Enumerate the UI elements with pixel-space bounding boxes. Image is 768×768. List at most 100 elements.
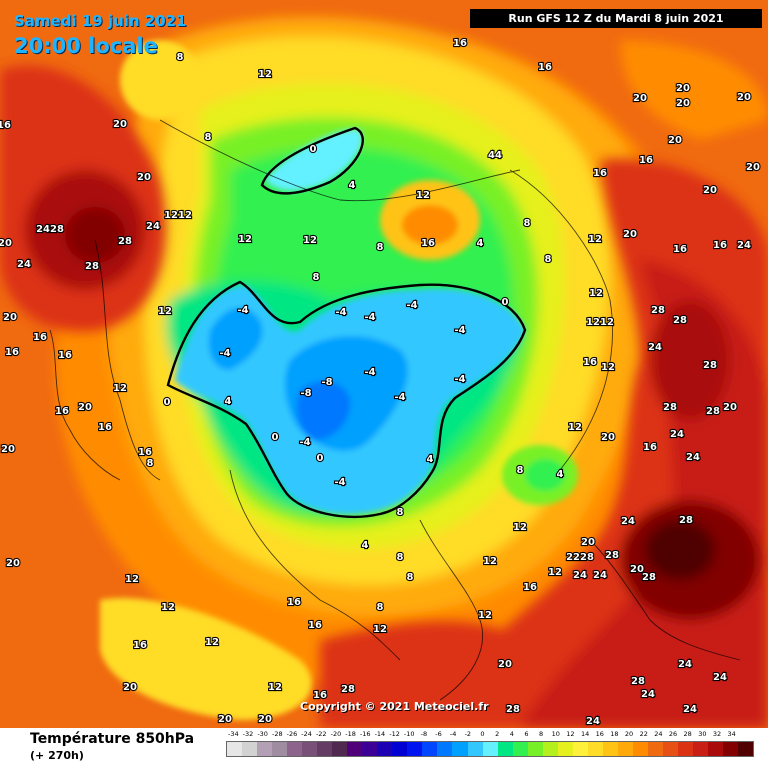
contour-label: 20 [601, 432, 615, 443]
contour-label: 24 [621, 516, 635, 527]
contour-label: 12 [478, 610, 492, 621]
contour-label: 12 [483, 556, 497, 567]
legend-swatch [602, 742, 618, 756]
contour-label: 20 [6, 558, 20, 569]
contour-label: 24 [683, 704, 697, 715]
contour-label: 8 [407, 572, 414, 583]
contour-label: 12 [161, 602, 175, 613]
contour-label: 12 [601, 362, 615, 373]
contour-label: 8 [313, 272, 320, 283]
legend-label: 28 [683, 730, 692, 738]
legend-swatch [407, 742, 423, 756]
contour-label: 12 [238, 234, 252, 245]
legend-swatch [662, 742, 678, 756]
contour-label: -4 [334, 477, 345, 488]
contour-label: 16 [593, 168, 607, 179]
contour-label: -4 [299, 437, 310, 448]
contour-label: 28 [706, 406, 720, 417]
contour-label: 20 [703, 185, 717, 196]
legend-label: -34 [228, 730, 239, 738]
contour-label: 16 [33, 332, 47, 343]
contour-label: 12 [513, 522, 527, 533]
legend-label: 24 [654, 730, 663, 738]
legend-label: 10 [551, 730, 560, 738]
contour-label: -4 [335, 307, 346, 318]
contour-label: 28 [631, 676, 645, 687]
contour-label: 16 [713, 240, 727, 251]
legend-swatch [723, 742, 739, 756]
legend-swatch [317, 742, 333, 756]
contour-label: 28 [85, 261, 99, 272]
contour-label: 8 [524, 218, 531, 229]
contour-label: 20 [218, 714, 232, 725]
contour-label: 20 [498, 659, 512, 670]
contour-label: 12 [158, 306, 172, 317]
legend-label: 22 [639, 730, 648, 738]
legend-swatch [497, 742, 513, 756]
contour-label: 8 [545, 254, 552, 265]
contour-label: 12 [258, 69, 272, 80]
legend-label: 16 [595, 730, 604, 738]
contour-label: 0 [317, 453, 324, 464]
contour-label: 0 [272, 432, 279, 443]
contour-label: 12 [268, 682, 282, 693]
contour-label: 8 [397, 507, 404, 518]
legend-label: 30 [698, 730, 707, 738]
legend-swatch [512, 742, 528, 756]
contour-label: 16 [287, 597, 301, 608]
contour-label: -8 [321, 377, 332, 388]
run-info: Run GFS 12 Z du Mardi 8 juin 2021 [470, 9, 762, 28]
contour-label: 24 [586, 716, 600, 727]
contour-label: -4 [406, 300, 417, 311]
contour-label: 44 [488, 150, 502, 161]
legend-swatch [362, 742, 378, 756]
legend-label: -26 [286, 730, 298, 738]
contour-label: 24 [641, 689, 655, 700]
contour-label: 4 [225, 396, 232, 407]
contour-label: 16 [639, 155, 653, 166]
contour-label: 24 [713, 672, 727, 683]
contour-label: 2228 [566, 552, 594, 563]
contour-label: 12 [205, 637, 219, 648]
legend-swatches [226, 741, 754, 757]
legend-swatch [587, 742, 603, 756]
contour-label: -4 [364, 367, 375, 378]
legend-swatch [527, 742, 543, 756]
contour-label: 1212 [586, 317, 614, 328]
contour-label: 4 [427, 454, 434, 465]
contour-label: 20 [633, 93, 647, 104]
legend-swatch [227, 742, 243, 756]
contour-label: 16 [538, 62, 552, 73]
contour-label: 8 [147, 458, 154, 469]
legend-swatch [738, 742, 754, 756]
legend-swatch [572, 742, 588, 756]
contour-label: -4 [219, 348, 230, 359]
contour-label: 24 [573, 570, 587, 581]
contour-label: 16 [453, 38, 467, 49]
contour-label: 20 [676, 83, 690, 94]
contour-label: 20 [676, 98, 690, 109]
contour-label: 20 [78, 402, 92, 413]
contour-label: 4 [349, 180, 356, 191]
contour-label: 12 [125, 574, 139, 585]
legend-label: 32 [712, 730, 722, 738]
legend-label: -22 [315, 730, 327, 738]
contour-label: 28 [673, 315, 687, 326]
footer-bar: Température 850hPa (+ 270h) -34 -32 -30 -28… [0, 728, 768, 768]
contour-label: 24 [17, 259, 31, 270]
contour-label: 16 [55, 406, 69, 417]
contour-label: -4 [364, 312, 375, 323]
legend-label: 8 [539, 730, 544, 738]
contour-label: 16 [138, 447, 152, 458]
local-time: 20:00 locale [14, 34, 158, 58]
legend-swatch [452, 742, 468, 756]
contour-label: 16 [58, 350, 72, 361]
contour-label: 20 [723, 402, 737, 413]
legend-label: -24 [301, 730, 312, 738]
contour-label: 12 [373, 624, 387, 635]
contour-label: 24 [593, 570, 607, 581]
legend-label: -18 [345, 730, 356, 738]
legend-swatch [542, 742, 558, 756]
legend-label: 12 [566, 730, 575, 738]
